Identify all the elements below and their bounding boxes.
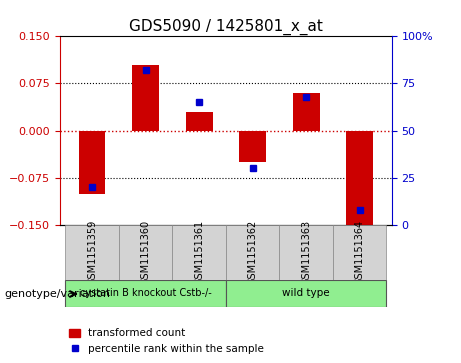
Title: GDS5090 / 1425801_x_at: GDS5090 / 1425801_x_at	[129, 19, 323, 35]
Bar	[346, 131, 373, 228]
Text: genotype/variation: genotype/variation	[5, 289, 111, 299]
FancyBboxPatch shape	[119, 225, 172, 280]
FancyBboxPatch shape	[333, 225, 386, 280]
FancyBboxPatch shape	[65, 280, 226, 307]
Bar	[293, 93, 319, 131]
FancyBboxPatch shape	[172, 225, 226, 280]
FancyBboxPatch shape	[226, 280, 386, 307]
FancyBboxPatch shape	[279, 225, 333, 280]
Text: GSM1151360: GSM1151360	[141, 220, 151, 285]
Bar	[239, 131, 266, 162]
FancyBboxPatch shape	[65, 225, 119, 280]
Text: GSM1151359: GSM1151359	[87, 220, 97, 285]
FancyBboxPatch shape	[226, 225, 279, 280]
Text: GSM1151362: GSM1151362	[248, 220, 258, 285]
Text: cystatin B knockout Cstb-/-: cystatin B knockout Cstb-/-	[80, 288, 212, 298]
Text: GSM1151363: GSM1151363	[301, 220, 311, 285]
Text: GSM1151361: GSM1151361	[194, 220, 204, 285]
Text: wild type: wild type	[283, 288, 330, 298]
Text: GSM1151364: GSM1151364	[355, 220, 365, 285]
Bar	[79, 131, 106, 193]
Bar	[186, 112, 213, 131]
Bar	[132, 65, 159, 131]
Legend: transformed count, percentile rank within the sample: transformed count, percentile rank withi…	[65, 324, 268, 358]
